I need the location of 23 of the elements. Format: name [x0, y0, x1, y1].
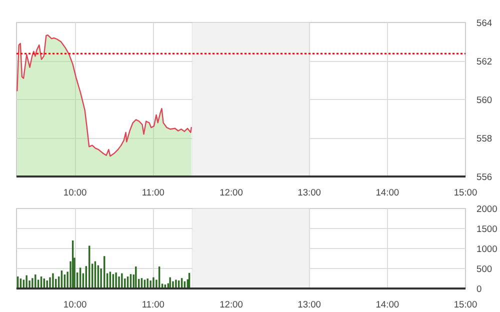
y-tick-label: 500 — [476, 264, 492, 274]
x-tick-label: 13:00 — [298, 300, 321, 310]
x-tick-label: 15:00 — [454, 300, 478, 310]
x-tick-label: 14:00 — [376, 188, 400, 198]
x-tick-label: 10:00 — [63, 300, 87, 310]
x-tick-label: 12:00 — [220, 188, 243, 198]
y-tick-label: 558 — [476, 134, 492, 144]
x-tick-label: 11:00 — [142, 188, 164, 198]
x-tick-label: 15:00 — [454, 188, 478, 198]
y-tick-label: 556 — [476, 172, 492, 182]
x-tick-label: 10:00 — [63, 188, 87, 198]
y-tick-label: 1500 — [476, 224, 498, 234]
line-series — [16, 34, 192, 157]
y-tick-label: 0 — [476, 284, 482, 294]
y-tick-label: 2000 — [476, 204, 498, 214]
y-tick-label: 1000 — [476, 244, 498, 254]
x-tick-label: 12:00 — [220, 300, 243, 310]
x-tick-label: 11:00 — [142, 300, 164, 310]
y-tick-label: 560 — [476, 95, 492, 105]
y-tick-label: 564 — [476, 18, 492, 28]
x-tick-label: 13:00 — [298, 188, 321, 198]
x-tick-label: 14:00 — [376, 300, 400, 310]
y-tick-label: 562 — [476, 56, 492, 66]
